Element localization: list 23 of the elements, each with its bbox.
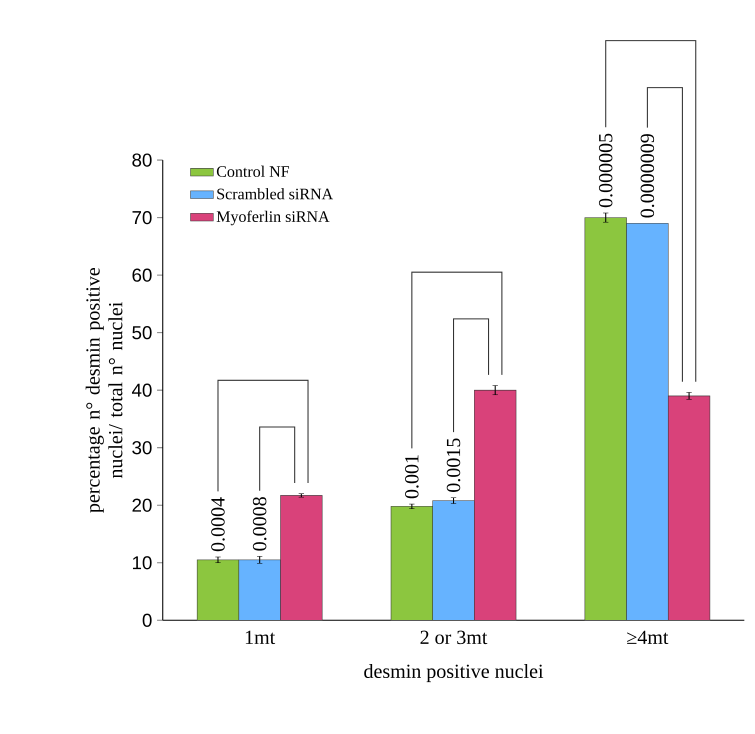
y-tick-label: 80 (132, 154, 152, 167)
x-tick-label: 1mt (246, 630, 276, 644)
annotation: 0.000005 (598, 134, 613, 208)
y-tick-label: 20 (132, 498, 152, 512)
y-axis-title: percentage n° desmin positive nuclei/ total n° nuclei (86, 268, 122, 513)
y-tick-label: 60 (132, 268, 152, 282)
annotation: 0.0015 (446, 438, 460, 492)
annotation: 0.001 (405, 455, 419, 498)
x-axis-title: desmin positive nuclei (364, 664, 544, 682)
legend-label: Control NF (216, 166, 290, 178)
annotation: 0.0008 (252, 497, 266, 551)
annotation: 0.0004 (211, 497, 225, 552)
annotation: 0.0000009 (640, 134, 654, 218)
legend-label: Scrambled siRNA (217, 188, 334, 200)
legend-label: Myoferlin siRNA (216, 210, 330, 226)
y-tick-label: 0 (142, 614, 152, 628)
y-tick-label: 40 (132, 384, 152, 397)
y-tick-label: 50 (132, 326, 152, 340)
x-tick-label: 2 or 3mt (420, 630, 488, 644)
y-tick-label: 70 (132, 211, 152, 224)
x-tick-label: ≥4mt (627, 630, 668, 644)
y-tick-label: 10 (132, 556, 152, 570)
y-tick-label: 30 (132, 441, 152, 454)
